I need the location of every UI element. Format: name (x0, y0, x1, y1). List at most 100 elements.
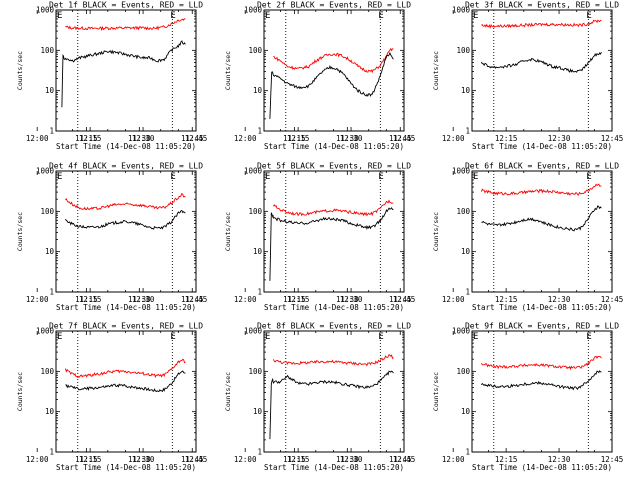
x-tick-label: 12:00 (26, 455, 49, 464)
x-tick-label: 12:45 (185, 134, 208, 143)
y-tick-label: 1000 (244, 6, 263, 15)
x-axis-label: Start Time (14-Dec-08 11:05:20) (56, 303, 196, 312)
series-line-lld (64, 358, 186, 379)
y-tick-label: 1 (465, 288, 470, 297)
chart-title: Det 2f BLACK = Events, RED = LLD (257, 1, 411, 10)
flag-marker: E (265, 11, 270, 21)
x-tick-label: 12:30 (548, 134, 571, 143)
x-tick-label: 12:45 (601, 455, 624, 464)
y-tick-label: 10 (253, 407, 263, 416)
y-axis-label: Counts/sec (16, 372, 24, 411)
y-tick-label: 100 (248, 207, 262, 216)
x-tick-label: 11:30 (128, 134, 151, 143)
y-tick-label: 100 (456, 207, 470, 216)
y-axis-label: Counts/sec (16, 51, 24, 90)
chart-title: Det 6f BLACK = Events, RED = LLD (465, 162, 619, 171)
y-tick-label: 1 (49, 127, 54, 136)
panels-group: Det 1f BLACK = Events, RED = LLD 1 10 100 10… (16, 1, 623, 473)
x-tick-label: 11:30 (336, 295, 359, 304)
x-tick-label: 11:45 (389, 295, 412, 304)
y-tick-label: 100 (248, 367, 262, 376)
y-tick-label: 1 (49, 448, 54, 457)
chart-panel: Det 2f BLACK = Events, RED = LLD 1 10 100 10… (75, 1, 415, 152)
y-tick-label: 1 (465, 448, 470, 457)
y-tick-label: 1000 (36, 6, 55, 15)
series-line-events (269, 370, 394, 440)
flag-marker: E (57, 332, 62, 342)
x-tick-label: 12:30 (132, 134, 155, 143)
x-tick-label: 11:45 (389, 455, 412, 464)
chart-panel: Det 9f BLACK = Events, RED = LLD 1 10 100 10… (283, 322, 623, 473)
flag-marker: E (586, 172, 591, 182)
x-tick-label: 12:15 (79, 134, 102, 143)
x-tick-label: 12:00 (442, 134, 465, 143)
series-line-events (481, 204, 602, 232)
chart-panel: Det 6f BLACK = Events, RED = LLD 1 10 100 10… (283, 162, 623, 313)
series-line-lld (481, 19, 602, 29)
y-tick-label: 1000 (452, 167, 471, 176)
x-tick-label: 11:30 (128, 455, 151, 464)
x-axis-label: Start Time (14-Dec-08 11:05:20) (472, 303, 612, 312)
chart-panel: Det 8f BLACK = Events, RED = LLD 1 10 100 10… (75, 322, 415, 473)
x-tick-label: 11:45 (181, 455, 204, 464)
chart-title: Det 3f BLACK = Events, RED = LLD (465, 1, 619, 10)
series-line-lld (65, 18, 186, 32)
plot-frame (471, 9, 613, 132)
y-tick-label: 100 (40, 46, 54, 55)
x-axis-label: Start Time (14-Dec-08 11:05:20) (472, 463, 612, 472)
y-tick-label: 10 (253, 86, 263, 95)
y-tick-label: 10 (461, 86, 471, 95)
series-line-lld (480, 183, 602, 196)
flag-marker: E (57, 172, 62, 182)
series-line-events (269, 207, 394, 281)
x-axis-label: Start Time (14-Dec-08 11:05:20) (56, 142, 196, 151)
plot-frame (55, 330, 197, 453)
y-tick-label: 10 (45, 247, 55, 256)
chart-panel: Det 3f BLACK = Events, RED = LLD 1 10 100 10… (283, 1, 623, 152)
x-axis-label: Start Time (14-Dec-08 11:05:20) (472, 142, 612, 151)
x-axis-label: Start Time (14-Dec-08 11:05:20) (264, 142, 404, 151)
chart-panel: Det 5f BLACK = Events, RED = LLD 1 10 100 10… (75, 162, 415, 313)
x-tick-label: 12:00 (442, 455, 465, 464)
series-line-lld (481, 355, 602, 371)
series-line-lld (273, 47, 394, 74)
x-tick-label: 11:15 (283, 455, 306, 464)
flag-marker: E (265, 332, 270, 342)
chart-title: Det 1f BLACK = Events, RED = LLD (49, 1, 203, 10)
y-tick-label: 1 (257, 127, 262, 136)
y-tick-label: 1 (257, 448, 262, 457)
flag-marker: E (170, 332, 175, 342)
x-axis-label: Start Time (14-Dec-08 11:05:20) (264, 303, 404, 312)
x-axis-label: Start Time (14-Dec-08 11:05:20) (264, 463, 404, 472)
y-tick-label: 1 (49, 288, 54, 297)
y-axis-label: Counts/sec (432, 212, 440, 251)
x-tick-label: 12:30 (340, 455, 363, 464)
plot-frame (263, 170, 405, 293)
plot-frame (471, 330, 613, 453)
x-tick-label: 12:00 (442, 295, 465, 304)
x-tick-label: 12:45 (185, 295, 208, 304)
y-tick-label: 100 (456, 46, 470, 55)
y-tick-label: 10 (461, 407, 471, 416)
flag-marker: E (473, 11, 478, 21)
x-tick-label: 12:15 (495, 134, 518, 143)
y-axis-label: Counts/sec (224, 51, 232, 90)
y-tick-label: 100 (40, 207, 54, 216)
x-tick-label: 11:45 (389, 134, 412, 143)
chart-title: Det 4f BLACK = Events, RED = LLD (49, 162, 203, 171)
flag-marker: E (57, 11, 62, 21)
chart-title: Det 7f BLACK = Events, RED = LLD (49, 322, 203, 331)
y-tick-label: 1000 (36, 167, 55, 176)
x-tick-label: 12:45 (393, 295, 416, 304)
series-line-lld (272, 353, 394, 367)
flag-marker: E (586, 332, 591, 342)
series-line-events (480, 51, 602, 73)
y-tick-label: 10 (461, 247, 471, 256)
x-tick-label: 12:30 (548, 455, 571, 464)
plot-frame (263, 9, 405, 132)
chart-title: Det 8f BLACK = Events, RED = LLD (257, 322, 411, 331)
x-tick-label: 12:45 (601, 295, 624, 304)
plot-frame (55, 170, 197, 293)
y-axis-label: Counts/sec (432, 372, 440, 411)
